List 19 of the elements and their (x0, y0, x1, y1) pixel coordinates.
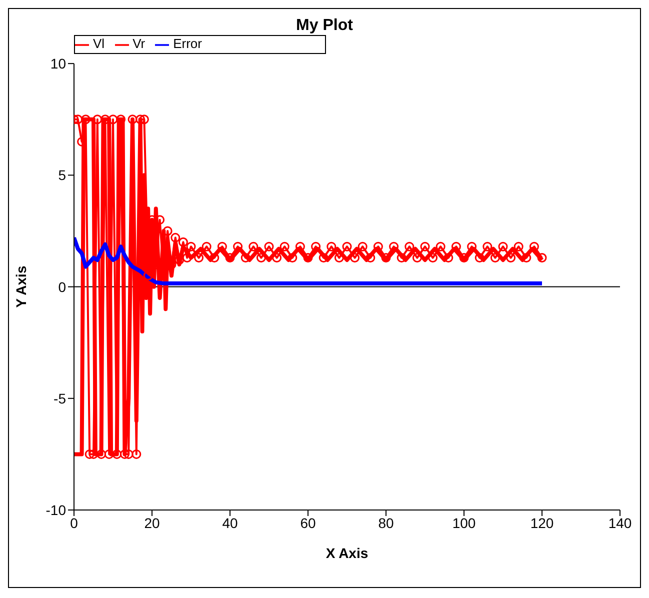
legend-label: Error (173, 36, 202, 51)
y-axis-title: Y Axis (12, 266, 29, 308)
x-tick-label: 120 (530, 514, 554, 531)
y-tick-label: -5 (54, 390, 66, 406)
chart-title: My Plot (295, 17, 354, 35)
y-tick-label: -10 (46, 502, 66, 518)
x-tick-label: 80 (378, 514, 394, 531)
legend-label: Vr (132, 36, 146, 51)
x-tick-label: 100 (452, 514, 476, 531)
y-tick-label: 5 (58, 167, 66, 184)
x-tick-label: 20 (144, 514, 160, 531)
x-axis-title: X Axis (326, 545, 368, 561)
y-tick-label: 0 (58, 278, 66, 295)
legend-label: Vl (93, 36, 105, 51)
x-tick-label: 140 (608, 514, 632, 531)
x-tick-label: 60 (300, 514, 316, 531)
x-tick-label: 0 (70, 514, 78, 531)
y-tick-label: 10 (50, 56, 66, 72)
x-tick-label: 40 (222, 514, 238, 531)
